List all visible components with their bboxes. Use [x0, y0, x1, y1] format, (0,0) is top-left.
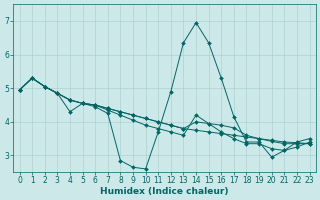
X-axis label: Humidex (Indice chaleur): Humidex (Indice chaleur) [100, 187, 229, 196]
